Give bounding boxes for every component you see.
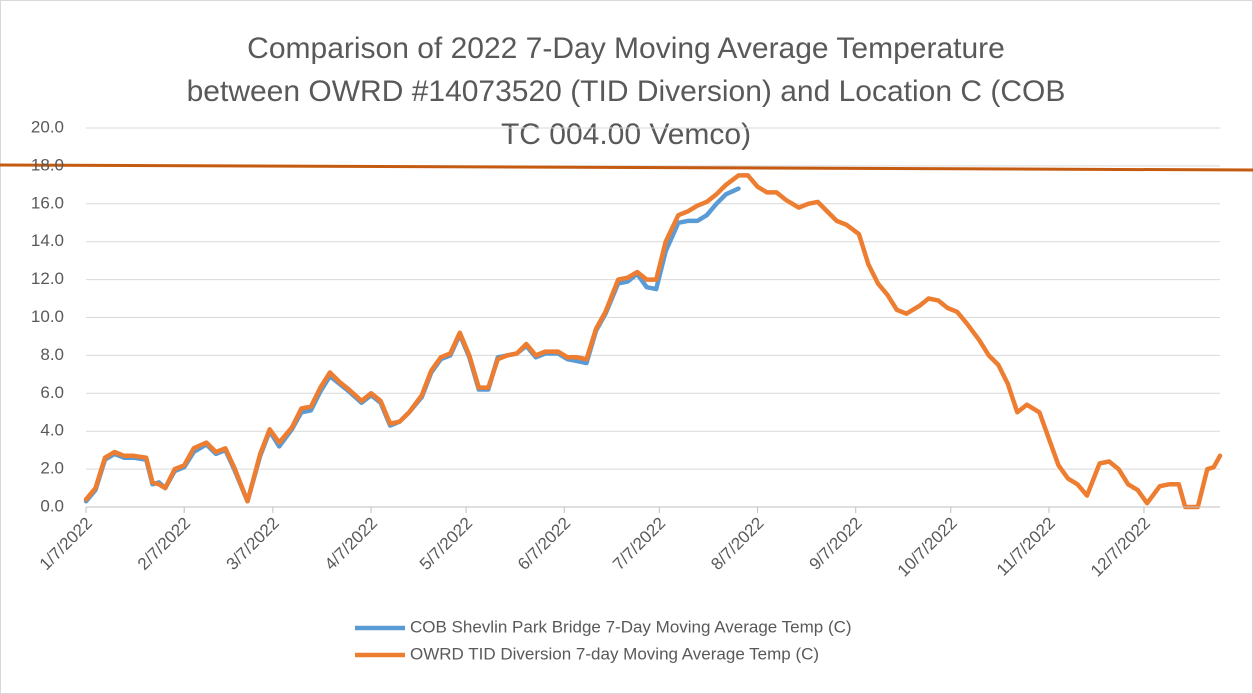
y-tick-label: 6.0 [40,383,64,402]
chart-title-line: Comparison of 2022 7-Day Moving Average … [247,32,1005,65]
y-tick-label: 2.0 [40,459,64,478]
chart-title-line: between OWRD #14073520 (TID Diversion) a… [187,75,1066,108]
y-tick-label: 18.0 [31,155,64,174]
legend-label: OWRD TID Diversion 7-day Moving Average … [410,644,819,663]
legend: COB Shevlin Park Bridge 7-Day Moving Ave… [355,617,852,663]
series-group [83,173,1223,510]
y-tick-label: 16.0 [31,193,64,212]
y-tick-label: 10.0 [31,307,64,326]
y-tick-label: 20.0 [31,117,64,136]
y-tick-label: 4.0 [40,421,64,440]
chart-title: Comparison of 2022 7-Day Moving Average … [187,32,1066,151]
chart-title-line: TC 004.00 Vemco) [501,118,751,151]
legend-label: COB Shevlin Park Bridge 7-Day Moving Ave… [410,617,852,636]
y-tick-label: 14.0 [31,231,64,250]
y-tick-label: 8.0 [40,345,64,364]
series-line [83,173,1223,510]
y-tick-label: 0.0 [40,496,64,515]
y-tick-label: 12.0 [31,269,64,288]
reference-line [0,163,1253,172]
